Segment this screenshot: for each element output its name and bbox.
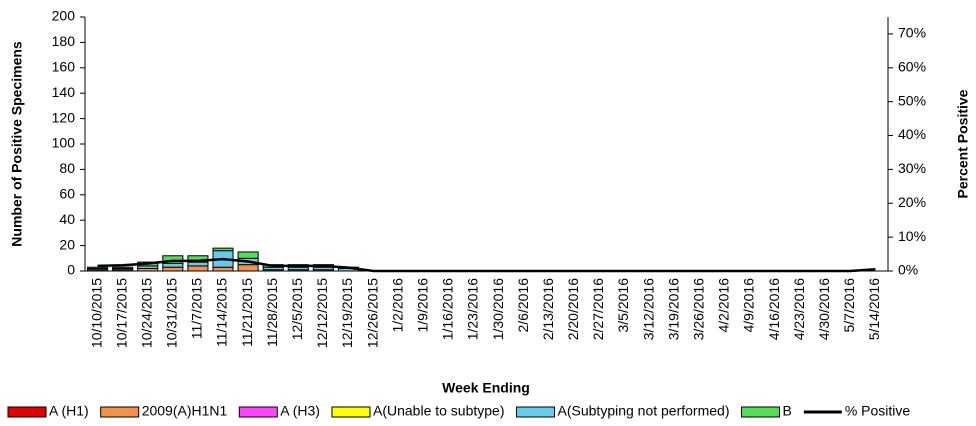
y2-tick-label: 10% [898, 228, 926, 244]
x-tick-label: 10/10/2015 [88, 278, 104, 348]
legend-swatch [100, 406, 140, 418]
bar [212, 266, 234, 272]
x-tick-label: 4/23/2016 [791, 278, 807, 340]
x-tick-label: 1/2/2016 [389, 278, 405, 333]
x-tick-label: 2/13/2016 [540, 278, 556, 340]
y-tick-label: 120 [52, 109, 76, 125]
bar [237, 251, 259, 259]
x-tick-label: 2/6/2016 [515, 278, 531, 333]
y-tick-label: 60 [59, 186, 75, 202]
bar [237, 264, 259, 272]
y-tick-label: 20 [59, 236, 75, 252]
legend-label: B [783, 403, 792, 419]
legend-label: A(Subtyping not performed) [558, 403, 730, 419]
x-tick-label: 10/17/2015 [113, 278, 129, 348]
y-tick-label: 180 [52, 33, 76, 49]
y2-tick-label: 50% [898, 92, 926, 108]
x-tick-label: 1/23/2016 [465, 278, 481, 340]
bar [162, 262, 184, 268]
x-tick-label: 4/16/2016 [766, 278, 782, 340]
y-tick-label: 200 [52, 8, 76, 24]
y-tick-label: 140 [52, 84, 76, 100]
bar [187, 265, 209, 272]
x-tick-label: 4/2/2016 [716, 278, 732, 333]
legend-label: A(Unable to subtype) [373, 403, 505, 419]
x-tick-label: 4/9/2016 [741, 278, 757, 333]
x-tick-label: 2/20/2016 [565, 278, 581, 340]
legend-swatch [331, 406, 371, 418]
legend-label: % Positive [845, 403, 911, 419]
y2-tick-label: 40% [898, 126, 926, 142]
legend-swatch [238, 406, 278, 418]
y2-tick-label: 60% [898, 59, 926, 75]
x-tick-label: 10/31/2015 [164, 278, 180, 348]
y-tick-label: 80 [59, 160, 75, 176]
x-tick-label: 10/24/2015 [138, 278, 154, 348]
x-tick-label: 11/14/2015 [214, 278, 230, 347]
x-tick-label: 12/19/2015 [339, 278, 355, 348]
bar [162, 266, 184, 272]
legend-swatch [516, 406, 556, 418]
x-tick-label: 12/26/2015 [364, 278, 380, 348]
y2-tick-label: 20% [898, 194, 926, 210]
x-tick-label: 1/16/2016 [440, 278, 456, 340]
x-tick-label: 3/5/2016 [615, 278, 631, 333]
y-axis-title: Number of Positive Specimens [9, 41, 25, 247]
x-tick-label: 3/19/2016 [665, 278, 681, 340]
legend-swatch [7, 406, 47, 418]
y2-tick-label: 70% [898, 25, 926, 41]
x-tick-label: 2/27/2016 [590, 278, 606, 340]
x-tick-label: 11/28/2015 [264, 278, 280, 347]
x-tick-label: 5/7/2016 [841, 278, 857, 333]
bar [212, 247, 234, 252]
x-tick-label: 1/30/2016 [490, 278, 506, 340]
x-tick-label: 1/9/2016 [414, 278, 430, 333]
y2-axis-title: Percent Positive [955, 89, 971, 198]
bar [162, 255, 184, 264]
y2-tick-label: 30% [898, 160, 926, 176]
x-tick-label: 3/12/2016 [640, 278, 656, 340]
x-tick-label: 3/26/2016 [691, 278, 707, 340]
legend-label: A (H3) [280, 403, 320, 419]
y-tick-label: 160 [52, 59, 76, 75]
y2-tick-label: 0% [898, 262, 918, 278]
bar [87, 266, 109, 269]
bar [187, 261, 209, 267]
x-tick-label: 11/7/2015 [189, 278, 205, 339]
x-axis-title: Week Ending [442, 380, 530, 396]
x-tick-label: 12/5/2015 [289, 278, 305, 340]
bar [112, 266, 134, 269]
y-tick-label: 100 [52, 135, 76, 151]
y-tick-label: 40 [59, 211, 75, 227]
x-tick-label: 11/21/2015 [239, 278, 255, 347]
x-tick-label: 12/12/2015 [314, 278, 330, 348]
x-tick-label: 5/14/2016 [866, 278, 882, 340]
y-tick-label: 0 [67, 262, 75, 278]
legend-label: 2009(A)H1N1 [142, 403, 228, 419]
legend-swatch [741, 406, 780, 418]
legend-label: A (H1) [49, 403, 89, 419]
x-tick-label: 4/30/2016 [816, 278, 832, 340]
